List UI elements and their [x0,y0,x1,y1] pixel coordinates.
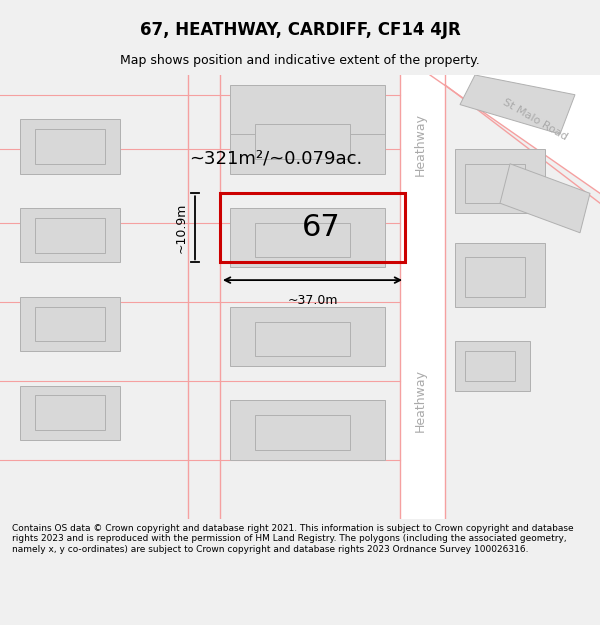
Polygon shape [460,75,575,134]
Polygon shape [500,164,590,232]
Bar [20,386,120,440]
Text: Heathway: Heathway [413,369,427,432]
Bar [35,218,105,252]
Bar [455,149,545,213]
Bar [20,119,120,174]
Text: ~10.9m: ~10.9m [175,202,187,253]
Text: 67, HEATHWAY, CARDIFF, CF14 4JR: 67, HEATHWAY, CARDIFF, CF14 4JR [140,21,460,39]
Bar [255,124,350,159]
Bar [255,415,350,450]
Bar [455,341,530,391]
Bar [255,321,350,356]
Text: St Malo Road: St Malo Road [501,97,569,142]
Text: ~37.0m: ~37.0m [287,294,338,307]
Bar [230,307,385,366]
Bar [20,208,120,262]
Bar [20,297,120,351]
Bar [465,258,525,297]
Bar [230,114,385,174]
Text: Map shows position and indicative extent of the property.: Map shows position and indicative extent… [120,54,480,67]
Bar [455,242,545,307]
Bar [220,193,405,262]
Bar [465,164,525,203]
Bar [230,208,385,268]
Text: Heathway: Heathway [413,112,427,176]
Bar [230,401,385,459]
Text: Contains OS data © Crown copyright and database right 2021. This information is : Contains OS data © Crown copyright and d… [12,524,574,554]
Bar [35,396,105,430]
Bar [35,307,105,341]
Bar [255,223,350,258]
Bar [35,129,105,164]
Bar [465,351,515,381]
Bar [230,85,385,134]
Bar [400,75,445,519]
Polygon shape [430,75,600,193]
Text: ~321m²/~0.079ac.: ~321m²/~0.079ac. [189,150,362,168]
Text: 67: 67 [302,213,341,243]
